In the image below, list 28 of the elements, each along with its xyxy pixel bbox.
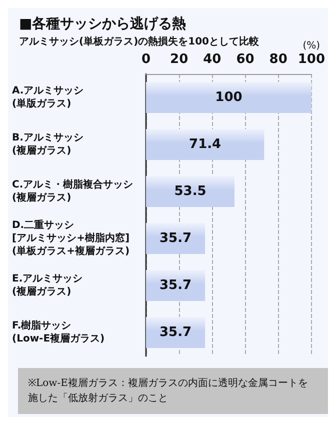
text: ※Low-E複層ガラス：複層ガラスの内面に透明な金属コートを施した「低放射ガラス」のこと bbox=[28, 377, 308, 404]
y-tick-label: C.アルミ・樹脂複合サッシ (複層ガラス) bbox=[12, 178, 134, 204]
y-tick-label: D.二重サッシ [アルミサッシ+樹脂内窓] (単板ガラス+複層ガラス) bbox=[12, 219, 130, 257]
chart-subtitle: アルミサッシ(単板ガラス)の熱損失を100として比較 bbox=[19, 36, 260, 48]
bar bbox=[146, 82, 312, 114]
x-tick-label: 100 bbox=[298, 52, 325, 67]
x-tick-label: 20 bbox=[170, 52, 188, 67]
data-label: 35.7 bbox=[159, 325, 192, 340]
x-axis-title: (%) bbox=[302, 40, 320, 52]
y-tick-label: B.アルミサッシ (複層ガラス) bbox=[12, 132, 84, 156]
data-label: 35.7 bbox=[159, 278, 192, 293]
data-label: 35.7 bbox=[159, 231, 192, 246]
x-tick-label: 60 bbox=[236, 52, 254, 67]
bar bbox=[146, 222, 206, 254]
y-tick-label: E.アルミサッシ (複層ガラス) bbox=[12, 274, 83, 298]
bar bbox=[146, 128, 264, 160]
data-label: 100 bbox=[215, 90, 242, 105]
data-label: 71.4 bbox=[189, 137, 222, 152]
x-tick-label: 40 bbox=[203, 52, 222, 67]
bar bbox=[146, 176, 235, 208]
x-tick-label: 80 bbox=[269, 52, 288, 67]
bar bbox=[146, 316, 206, 348]
data-label: 53.5 bbox=[174, 184, 206, 199]
y-tick-label: A.アルミサッシ (単版ガラス) bbox=[12, 86, 84, 110]
chart-title: ■各種サッシから逃げる熱 bbox=[19, 16, 186, 32]
bar bbox=[146, 270, 206, 302]
x-tick-label: 0 bbox=[141, 52, 151, 67]
y-tick-label: F.樹脂サッシ (Low-E複層ガラス) bbox=[12, 320, 105, 344]
